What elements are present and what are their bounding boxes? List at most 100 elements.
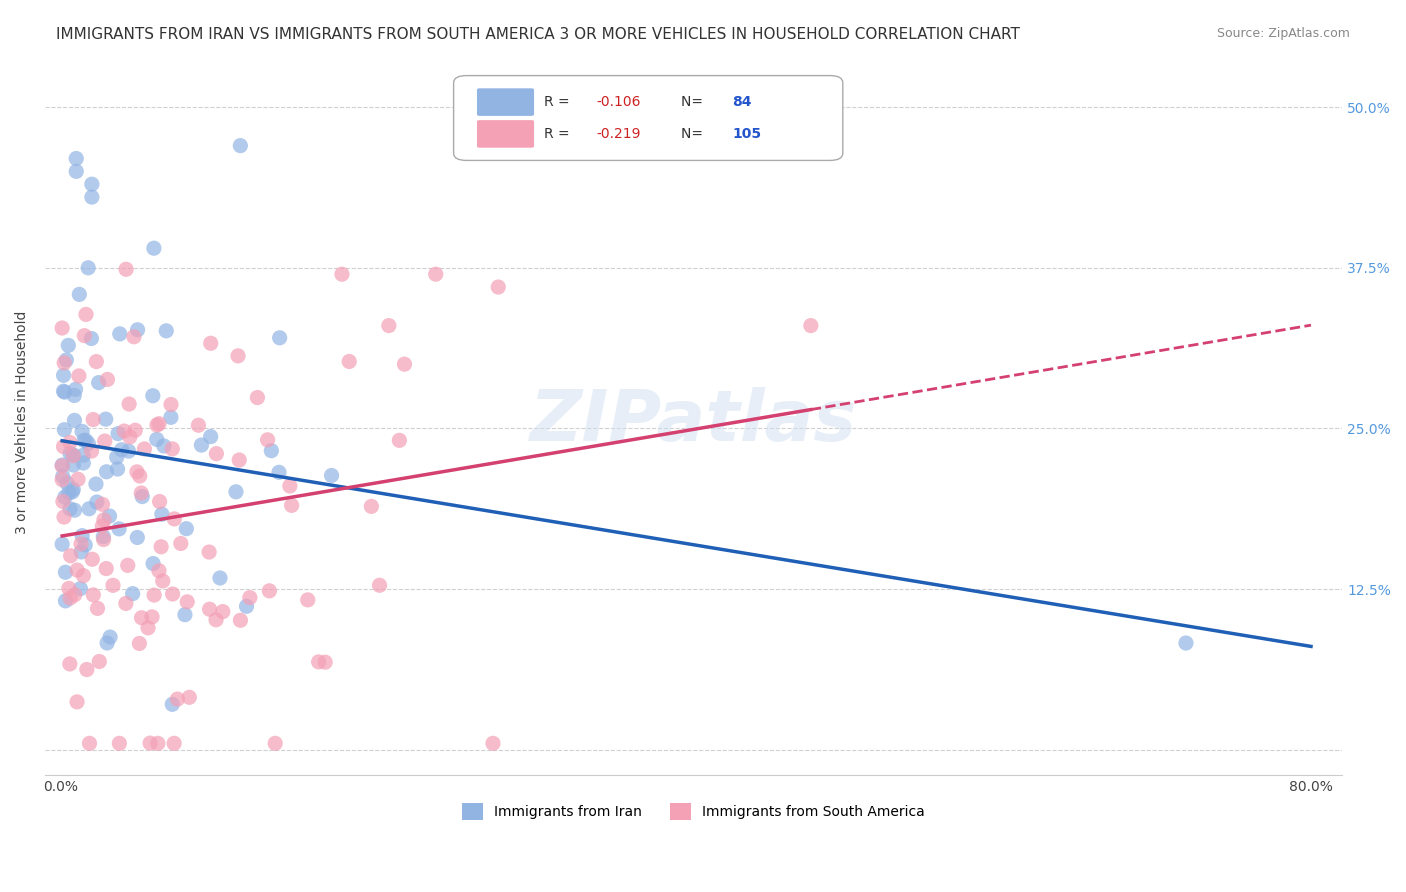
Point [63, 413, 86, 427]
Point [67, 287, 90, 301]
Point [55, 566, 77, 580]
Point [337, 354, 360, 368]
Point [142, 389, 165, 403]
Point [65, 382, 87, 396]
Point [51, 321, 73, 335]
Point [112, 424, 135, 438]
Point [149, 494, 172, 508]
Point [127, 531, 149, 545]
Point [269, 331, 291, 345]
Point [160, 410, 183, 425]
Point [267, 466, 290, 480]
Point [63, 388, 86, 402]
Text: -0.106: -0.106 [596, 95, 641, 110]
Point [131, 611, 153, 625]
Point [108, 522, 131, 536]
Point [143, 588, 166, 602]
Point [179, 690, 201, 705]
Point [388, 434, 411, 448]
Point [163, 736, 186, 750]
Point [70, 545, 93, 559]
Point [59, 446, 82, 460]
Point [226, 349, 249, 363]
Point [80, 190, 103, 204]
Point [82, 552, 104, 566]
Point [278, 479, 301, 493]
Point [55, 594, 77, 608]
Point [82, 588, 104, 602]
Point [187, 418, 209, 433]
Point [108, 326, 131, 341]
Point [225, 484, 247, 499]
Point [246, 391, 269, 405]
Point [190, 438, 212, 452]
Point [72, 568, 94, 582]
FancyBboxPatch shape [477, 120, 534, 148]
Point [75, 307, 97, 321]
Point [53, 423, 76, 437]
Point [211, 605, 233, 619]
Text: Source: ZipAtlas.com: Source: ZipAtlas.com [1216, 27, 1350, 40]
Point [70, 425, 93, 439]
Point [150, 540, 173, 554]
Point [72, 456, 94, 470]
Point [73, 328, 96, 343]
Point [59, 549, 82, 563]
Text: N=: N= [681, 95, 707, 110]
Point [86, 495, 108, 509]
Point [86, 354, 108, 368]
FancyBboxPatch shape [477, 88, 534, 116]
Point [127, 323, 149, 337]
Point [66, 472, 89, 486]
Point [52, 368, 75, 383]
Point [482, 736, 505, 750]
Point [425, 267, 447, 281]
Point [160, 398, 183, 412]
Point [77, 260, 100, 275]
Point [98, 630, 121, 644]
Point [378, 318, 401, 333]
Point [62, 449, 84, 463]
Point [129, 486, 152, 500]
Point [176, 595, 198, 609]
Text: N=: N= [681, 128, 707, 141]
Point [162, 442, 184, 456]
Point [66, 563, 89, 577]
Point [62, 483, 84, 497]
Point [76, 663, 98, 677]
Point [486, 280, 509, 294]
Point [86, 601, 108, 615]
Point [93, 533, 115, 547]
Point [82, 412, 104, 426]
Point [229, 138, 252, 153]
Point [330, 267, 353, 281]
Point [52, 469, 75, 483]
Point [69, 582, 91, 596]
Text: IMMIGRANTS FROM IRAN VS IMMIGRANTS FROM SOUTH AMERICA 3 OR MORE VEHICLES IN HOUS: IMMIGRANTS FROM IRAN VS IMMIGRANTS FROM … [56, 27, 1021, 42]
Point [94, 412, 117, 426]
Point [80, 178, 103, 192]
Point [79, 736, 101, 750]
Point [53, 385, 76, 400]
Point [128, 469, 150, 483]
Point [134, 442, 156, 456]
Legend: Immigrants from Iran, Immigrants from South America: Immigrants from Iran, Immigrants from So… [457, 797, 931, 825]
Point [67, 368, 90, 383]
Point [122, 330, 145, 344]
Point [360, 500, 382, 514]
Point [131, 490, 153, 504]
Point [260, 443, 283, 458]
Text: -0.219: -0.219 [596, 128, 641, 141]
Point [51, 458, 73, 473]
Point [73, 434, 96, 448]
Point [51, 473, 73, 487]
Point [297, 592, 319, 607]
Point [239, 591, 262, 605]
Point [101, 578, 124, 592]
Point [107, 426, 129, 441]
Point [91, 530, 114, 544]
Point [93, 513, 115, 527]
Point [70, 537, 93, 551]
Point [63, 503, 86, 517]
Point [118, 430, 141, 444]
